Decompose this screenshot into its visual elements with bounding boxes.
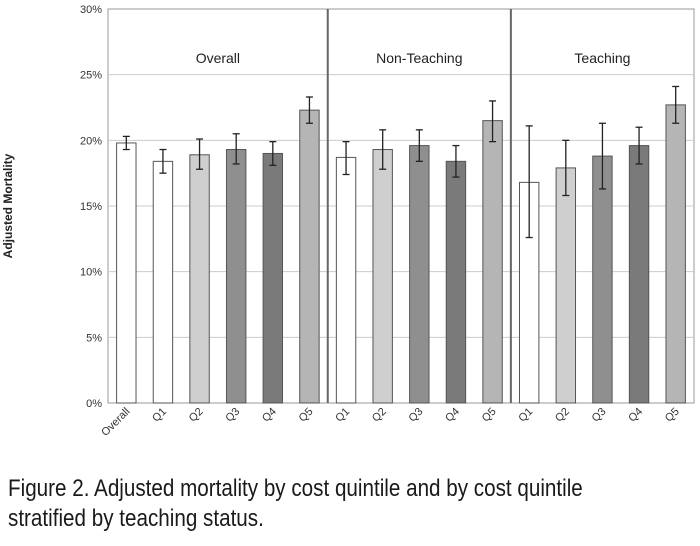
bar (409, 145, 430, 404)
x-tick-label: Q4 (260, 406, 279, 425)
x-tick-label: Q2 (553, 406, 572, 425)
bar (482, 120, 503, 404)
bar (372, 149, 393, 404)
x-tick-label: Q3 (590, 406, 609, 425)
bar (555, 167, 577, 404)
x-tick-label: Q3 (223, 406, 242, 425)
bar (335, 156, 357, 404)
bar-chart: 0% 5% 10% 15% 20% 25% 30% Adjusted Mortality Ove… (1, 4, 695, 439)
bar (592, 155, 613, 404)
x-tick-label: Q5 (480, 406, 499, 425)
x-tick-label: Q2 (187, 406, 206, 425)
bar (189, 154, 210, 404)
x-tick-label: Q3 (407, 406, 426, 425)
y-tick-label: 10% (80, 267, 102, 279)
panel-title: Teaching (574, 50, 630, 66)
bar (299, 109, 320, 404)
x-tick-label: Q4 (443, 406, 462, 425)
x-tick-label: Q1 (333, 406, 352, 425)
x-tick-label: Q5 (663, 406, 682, 425)
panel-title: Overall (196, 50, 240, 66)
bar (116, 142, 137, 404)
bar (262, 152, 284, 404)
bar (628, 145, 650, 404)
bar (152, 160, 174, 404)
y-tick-label: 20% (80, 135, 102, 147)
x-tick-label: Q4 (626, 406, 645, 425)
x-tick-label: Q2 (370, 406, 389, 425)
x-tick-label: Q1 (150, 406, 169, 425)
bar (665, 104, 686, 404)
bar (445, 160, 467, 404)
bar (225, 149, 247, 404)
x-tick-label: Q5 (297, 406, 316, 425)
x-tick-label: Q1 (516, 406, 535, 425)
panel-title: Non-Teaching (376, 50, 462, 66)
x-tick-label: Overall (99, 406, 132, 439)
y-tick-label: 15% (80, 201, 102, 213)
chart-area: 0% 5% 10% 15% 20% 25% 30% Adjusted Mortality Ove… (1, 4, 695, 439)
y-tick-label: 5% (86, 332, 102, 344)
y-tick-label: 0% (86, 398, 102, 410)
y-tick-label: 25% (80, 70, 102, 82)
figure-caption: Figure 2. Adjusted mortality by cost qui… (8, 475, 583, 532)
y-tick-label: 30% (80, 4, 102, 16)
y-axis-title: Adjusted Mortality (1, 153, 15, 258)
